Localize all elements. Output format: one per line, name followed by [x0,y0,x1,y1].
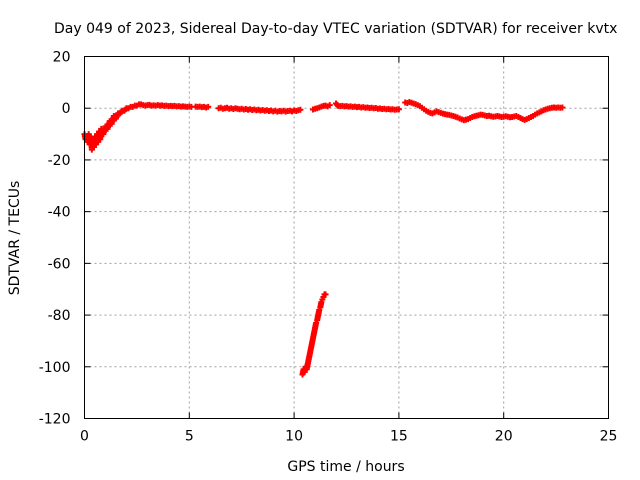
y-tick-label: -20 [48,153,71,169]
data-point [395,106,402,113]
data-point [326,102,333,109]
x-tick-label: 20 [495,429,513,445]
data-point [297,106,304,113]
y-tick-label: 0 [62,101,71,117]
x-tick-label: 0 [80,429,89,445]
x-tick-label: 25 [600,429,618,445]
x-axis-label: GPS time / hours [287,459,404,475]
grid [84,56,609,419]
plot-frame [84,56,609,419]
y-tick-label: -60 [48,256,71,272]
data-point [205,103,212,110]
y-tick-label: 20 [53,50,71,66]
y-tick-label: -80 [48,308,71,324]
data-points [81,99,566,378]
data-point [322,291,329,298]
y-tick-label: -100 [39,360,71,376]
x-tick-label: 10 [285,429,303,445]
y-axis-label: SDTVAR / TECUs [7,181,23,296]
y-tick-label: -120 [39,412,71,428]
chart-title: Day 049 of 2023, Sidereal Day-to-day VTE… [54,21,617,37]
x-tick-label: 5 [185,429,194,445]
x-tick-label: 15 [390,429,408,445]
y-tick-label: -40 [48,205,71,221]
data-point [559,104,566,111]
axis-ticks: 20 0 -20 -40 -60 -80 -100 -120 0 5 10 15 20 25 [39,50,618,445]
